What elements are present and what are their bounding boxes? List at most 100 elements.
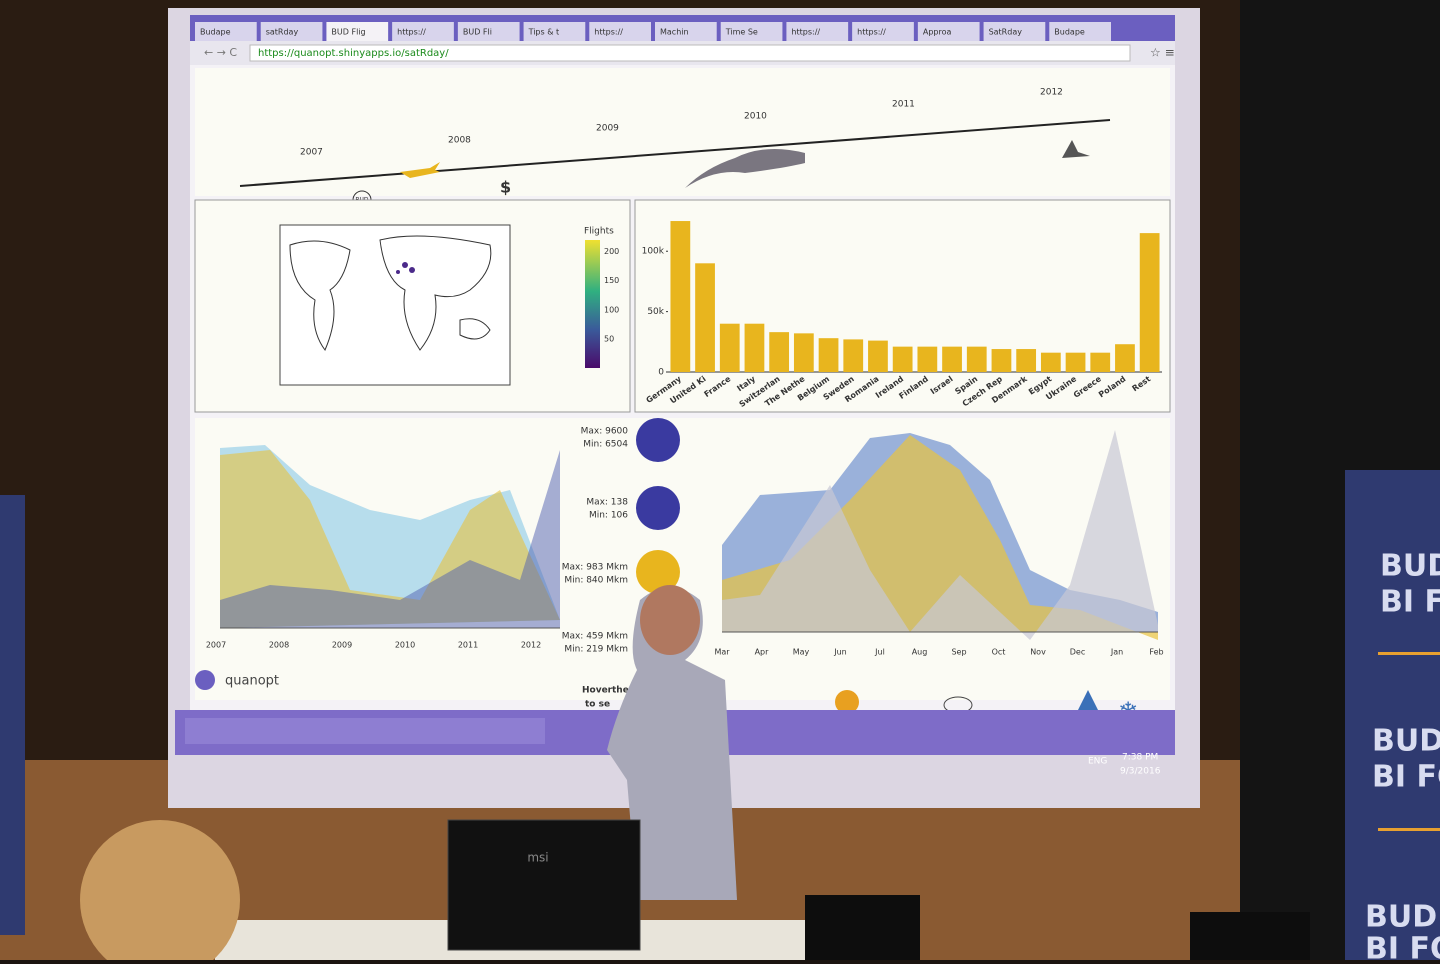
chair	[1190, 912, 1310, 960]
x-label: Apr	[755, 648, 770, 657]
banner-text: BI FO	[1365, 932, 1440, 961]
x-label: 2008	[269, 641, 289, 650]
tab[interactable]	[720, 22, 783, 41]
stat: Max: 138	[586, 498, 628, 508]
tab[interactable]	[1049, 22, 1111, 41]
audience-head	[80, 820, 240, 964]
tab-title: Budape	[200, 28, 231, 37]
stat: Max: 459 Mkm	[562, 632, 628, 642]
taskbar-lang: ENG	[1088, 757, 1107, 767]
bar	[942, 346, 962, 372]
colorbar-title: Flights	[584, 227, 614, 237]
continents	[289, 235, 492, 351]
url-field[interactable]	[249, 44, 1131, 62]
y-tick-label: 100k	[642, 247, 665, 257]
x-label: Sep	[951, 648, 966, 657]
bar	[744, 323, 765, 372]
tabs: Budape satRday BUD Flig https:// BUD Fli Tips…	[195, 22, 1111, 41]
tab-title: BUD Flig	[331, 28, 365, 37]
seat-icon[interactable]	[636, 550, 680, 594]
banner-text: BI FO	[1372, 760, 1440, 795]
timeline-year: 2008	[448, 136, 471, 146]
r-logo	[195, 670, 215, 690]
presenter-head	[640, 585, 700, 655]
timeline-years: 2007 2008 2009 2010 2011 2012	[300, 88, 1063, 158]
tab[interactable]	[195, 22, 257, 41]
tab[interactable]	[852, 22, 914, 41]
tab-title: https://	[791, 28, 820, 37]
bud-icon[interactable]	[636, 418, 680, 462]
bar	[1115, 344, 1135, 372]
tab[interactable]	[917, 22, 980, 41]
volcano-icon	[685, 149, 805, 188]
timeline-axis	[239, 119, 1111, 187]
plane-stat-icon[interactable]	[636, 486, 680, 530]
stats: Max: 9600 Min: 6504 Max: 138 Min: 106 Max: 9…	[562, 427, 629, 655]
tab-title: Time Se	[725, 28, 758, 37]
tab[interactable]	[655, 22, 717, 41]
plane-icon	[400, 162, 440, 178]
bar	[818, 338, 839, 372]
bar-panel	[634, 199, 1171, 413]
tab[interactable]	[786, 22, 849, 41]
banner-text: BI FO	[1380, 585, 1440, 620]
timeline-year: 2012	[1040, 88, 1063, 98]
tab[interactable]	[983, 22, 1046, 41]
stat: Min: 106	[589, 511, 628, 521]
taskbar-time: 7:38 PM	[1122, 753, 1158, 763]
stat: Min: 219 Mkm	[564, 645, 628, 655]
x-label: Mar	[714, 648, 730, 657]
bird-icon	[1062, 140, 1090, 158]
airport-dot	[396, 270, 400, 274]
x-label: 2007	[206, 641, 226, 650]
tab[interactable]	[392, 22, 454, 41]
world-map	[279, 224, 511, 386]
tab[interactable]	[589, 22, 651, 41]
monitor-brand: msi	[527, 851, 548, 865]
chair	[805, 895, 920, 960]
x-label: 2009	[332, 641, 352, 650]
bar	[1139, 233, 1160, 372]
taskbar-icons[interactable]	[185, 718, 545, 744]
hint: to se	[585, 700, 610, 710]
banner-text: BUD	[1365, 900, 1437, 935]
tab[interactable]	[523, 22, 586, 41]
bar	[966, 346, 987, 372]
tab-title: Machin	[660, 28, 689, 37]
tab-title: https://	[857, 28, 886, 37]
right-x-labels: Mar Apr May Jun Jul Aug Sep Oct Nov Dec Jan Feb	[714, 648, 1163, 657]
colorbar-ticks: 200 150 100 50	[604, 247, 619, 343]
monitor	[447, 819, 641, 951]
tab-title: satRday	[266, 28, 299, 37]
bar	[892, 346, 913, 372]
stat: Min: 6504	[583, 440, 628, 450]
tab[interactable]	[326, 22, 389, 41]
bar	[1016, 349, 1037, 372]
x-label: Oct	[992, 648, 1006, 657]
bar	[1090, 352, 1111, 372]
url: https://quanopt.shinyapps.io/satRday/	[258, 48, 449, 59]
banner-left	[0, 495, 25, 935]
tab-title: Budape	[1054, 28, 1085, 37]
airport-dot	[402, 262, 408, 268]
colorbar-tick: 50	[604, 334, 614, 343]
timeline-year: 2009	[596, 124, 619, 134]
x-label: May	[793, 648, 810, 657]
tab[interactable]	[457, 22, 520, 41]
bar	[793, 333, 814, 372]
timeline-year: 2007	[300, 148, 323, 158]
dollar-icon: $	[500, 178, 511, 197]
bar	[991, 349, 1012, 372]
bar	[843, 339, 864, 372]
colorbar	[585, 240, 600, 368]
bar	[695, 263, 715, 372]
timeline-year: 2010	[744, 112, 767, 122]
menu[interactable]: ☆ ≡	[1150, 46, 1175, 60]
y-tick-label: 0	[658, 368, 664, 378]
taskbar-date: 9/3/2016	[1120, 767, 1161, 777]
x-label: 2012	[521, 641, 541, 650]
x-label: Feb	[1149, 648, 1163, 657]
tab[interactable]	[260, 22, 323, 41]
banner-line	[1378, 828, 1440, 831]
x-label: 2011	[458, 641, 478, 650]
